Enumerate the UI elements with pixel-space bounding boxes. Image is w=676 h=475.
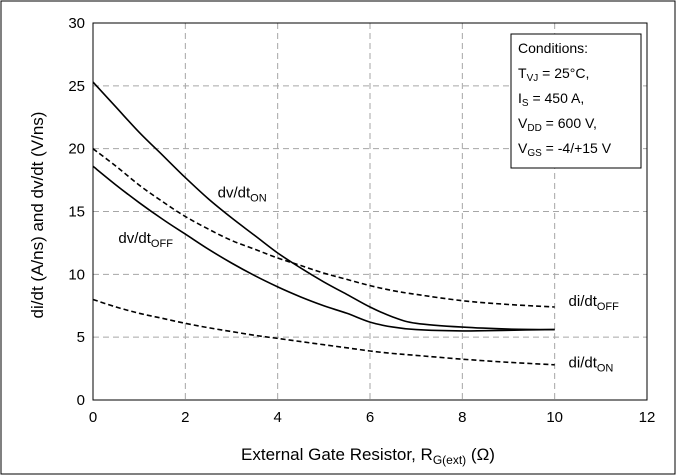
plot-area-frame <box>92 22 648 401</box>
series-label-0: dv/dtON <box>218 185 267 205</box>
y-tick-label: 5 <box>77 329 85 346</box>
conditions-box-frame <box>510 33 642 169</box>
condition-is: IS = 450 A, <box>518 90 584 109</box>
x-axis-title: External Gate Resistor, RG(ext) (Ω) <box>241 445 495 467</box>
y-tick-label: 15 <box>68 204 85 221</box>
y-tick-label: 20 <box>68 141 85 158</box>
series-line-1 <box>92 165 555 332</box>
x-tick-label: 12 <box>639 409 656 426</box>
conditions-title: Conditions: <box>518 40 588 56</box>
series-label-3: di/dtON <box>569 354 614 374</box>
x-tick-label: 10 <box>546 409 563 426</box>
x-tick-label: 0 <box>89 409 97 426</box>
x-tick-label: 2 <box>181 409 189 426</box>
series-line-3 <box>92 298 555 366</box>
y-tick-label: 10 <box>68 266 85 283</box>
y-tick-label: 30 <box>68 15 85 32</box>
condition-tvj: TVJ = 25°C, <box>518 65 589 84</box>
x-tick-label: 8 <box>458 409 466 426</box>
x-tick-label: 4 <box>273 409 281 426</box>
conditions-box: Conditions: TVJ = 25°C, IS = 450 A, VDD … <box>510 33 642 169</box>
y-tick-label: 25 <box>68 78 85 95</box>
series-line-2 <box>92 148 555 308</box>
condition-vdd: VDD = 600 V, <box>518 115 597 134</box>
series-label-1: dv/dtOFF <box>118 230 173 250</box>
y-tick-label: 0 <box>77 392 85 409</box>
series-labels: dv/dtON dv/dtOFF di/dtOFF di/dtON <box>118 185 619 375</box>
series-label-2: di/dtOFF <box>569 293 620 313</box>
series-line-0 <box>92 81 555 331</box>
series-lines <box>92 81 555 366</box>
y-axis-title: di/dt (A/ns) and dv/dt (V/ns) <box>28 112 47 319</box>
condition-vgs: VGS = -4/+15 V <box>518 140 612 159</box>
tick-labels: 0 2 4 6 8 10 12 0 5 10 15 20 25 30 <box>68 15 655 426</box>
x-tick-label: 6 <box>366 409 374 426</box>
